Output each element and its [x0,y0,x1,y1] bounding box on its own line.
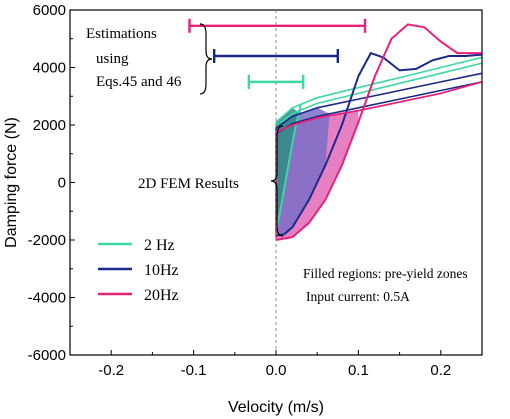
x-tick-label: 0.2 [430,362,451,379]
series-curve [275,56,483,123]
series-curve [275,51,483,237]
estimations-label-line-1: Estimations [86,26,157,42]
pre-yield-region [276,104,301,232]
legend-label: 2 Hz [144,237,175,254]
x-tick-label: 0.0 [266,362,287,379]
input-current-note: Input current: 0.5A [306,289,410,304]
x-tick-label: 0.1 [348,362,369,379]
curve-layer [275,23,483,241]
x-tick-label: -0.2 [98,362,124,379]
y-tick-label: 0 [58,175,66,192]
legend: 2 Hz 10Hz 20Hz [98,237,179,304]
x-tick-label: -0.1 [181,362,207,379]
series-curve [275,81,483,133]
series-curve [275,62,483,128]
estimations-label-line-3: Eqs.45 and 46 [96,74,182,90]
y-tick-label: 6000 [33,2,66,19]
axes-layer: -0.2 -0.1 0.0 0.1 0.2 -6000 -4000 -2000 0 2000 400… [28,2,452,379]
legend-label: 20Hz [144,287,179,304]
y-tick-label: -4000 [28,290,66,307]
y-tick-label: -6000 [28,347,66,364]
brace-path [270,125,284,237]
y-axis-label: Damping force (N) [3,117,20,248]
fem-results-brace [270,125,284,237]
y-tick-label: -2000 [28,232,66,249]
estimation-bar-layer [188,18,367,89]
series-curve [275,81,483,135]
estimations-label-line-2: using [96,51,129,67]
pre-yield-fill-layer [276,104,359,240]
x-axis-label: Velocity (m/s) [228,399,324,416]
brace-path [199,23,213,95]
series-curve [275,23,482,241]
filled-regions-note: Filled regions: pre-yield zones [303,266,468,281]
y-tick-label: 4000 [33,60,66,77]
series-curve [275,72,483,129]
y-tick-label: 2000 [33,117,66,134]
legend-label: 10Hz [144,262,179,279]
estimations-brace [199,23,213,95]
fem-results-label: 2D FEM Results [138,176,239,192]
